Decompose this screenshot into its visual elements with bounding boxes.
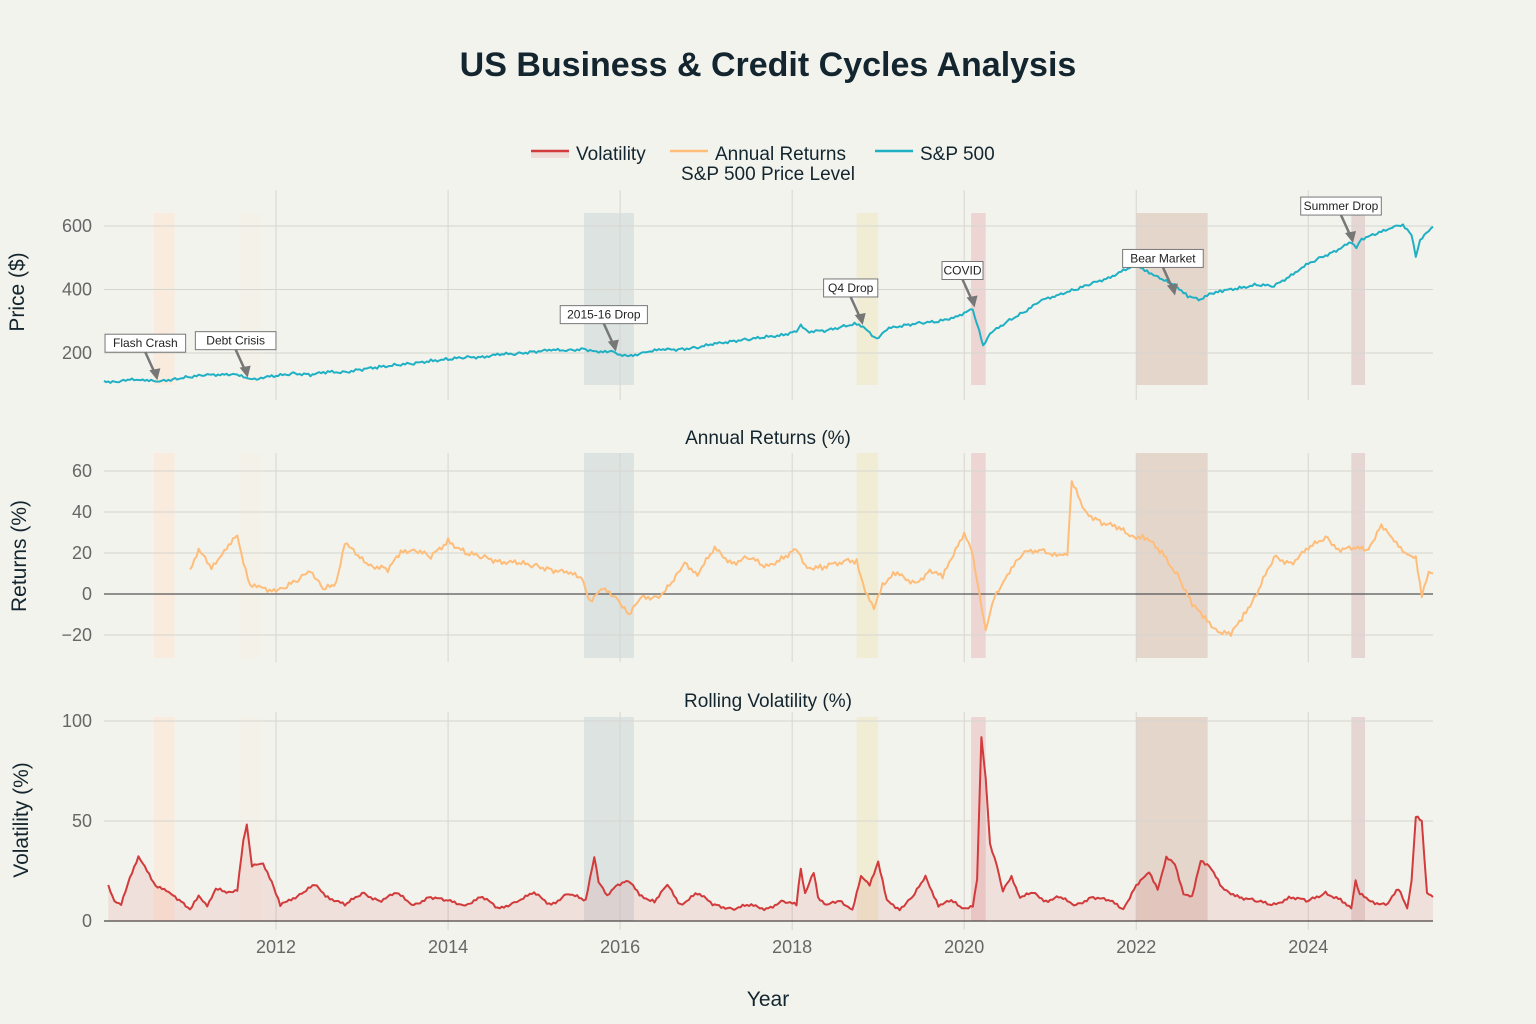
shaded-period-bear-market [1136,453,1208,658]
shaded-period-debt-crisis [239,717,261,921]
legend-swatch-fill-volatility [531,152,569,158]
annotation-arrow-head [1345,231,1357,244]
panel-title-volatility: Rolling Volatility (%) [684,691,852,712]
x-tick-label: 2018 [772,937,812,957]
annotation-label: Summer Drop [1304,199,1379,213]
y-tick-label: 200 [62,343,92,363]
annotation-label: 2015-16 Drop [567,308,641,322]
x-tick-label: 2016 [600,937,640,957]
shaded-period-2015-16-drop [583,213,634,385]
legend: Volatility Annual Returns S&P 500 [531,144,995,165]
annotation-arrow-head [239,365,251,378]
y-tick-label: 0 [82,911,92,931]
y-tick-label: 20 [72,543,92,563]
shaded-period-summer-drop [1351,453,1366,658]
shaded-period-flash-crash [153,717,175,921]
annotation-debt-crisis: Debt Crisis [194,331,277,378]
annotation-arrow-head [149,368,161,381]
shaded-period-bear-market [1136,213,1208,385]
annotation-arrow-head [607,339,619,352]
shaded-period-flash-crash [153,453,175,658]
annotation-label: Bear Market [1130,251,1196,265]
annotation-box [823,278,879,298]
y-tick-label: 50 [72,811,92,831]
annotation-label: Flash Crash [113,336,178,350]
x-tick-label: 2024 [1288,937,1328,957]
annotation-label: COVID [944,264,982,278]
x-tick-label: 2012 [256,937,296,957]
annotation-flash-crash: Flash Crash [104,333,187,381]
legend-item-sp500[interactable]: S&P 500 [875,144,995,165]
x-tick-label: 2020 [944,937,984,957]
annotation-label: Q4 Drop [828,281,874,295]
legend-label-volatility: Volatility [576,144,646,165]
annotation-summer-drop: Summer Drop [1300,196,1382,244]
shaded-period-summer-drop [1351,717,1366,921]
y-axis-label-price: Price ($) [6,252,29,331]
x-tick-label: 2022 [1116,937,1156,957]
shaded-period-bear-market [1136,717,1208,921]
shaded-period-q4-drop [856,453,879,658]
shaded-period-debt-crisis [239,213,261,385]
annotation-q4-drop: Q4 Drop [823,278,879,325]
y-axis-label-volatility: Volatility (%) [10,762,33,878]
panel-title-returns: Annual Returns (%) [685,428,851,449]
annotation-box [559,305,648,325]
annotation-covid: COVID [941,261,984,308]
panel-volatility: 0 50 100 [62,711,1434,931]
y-tick-label: 600 [62,216,92,236]
shaded-period-flash-crash [153,213,175,385]
shaded-period-debt-crisis [239,453,261,658]
shaded-period-2015-16-drop [583,453,634,658]
annotation-2015-16-drop: 2015-16 Drop [559,305,648,352]
panel-title-price: S&P 500 Price Level [681,164,855,185]
volatility-area [108,737,1433,921]
x-tick-label: 2014 [428,937,468,957]
annotation-arrow-head [966,295,978,308]
shaded-period-q4-drop [856,213,879,385]
shaded-period-q4-drop [856,717,879,921]
annotation-arrow-head [854,312,866,325]
shaded-period-2015-16-drop [583,717,634,921]
legend-item-volatility[interactable]: Volatility [531,144,646,165]
series-line-returns [189,480,1434,637]
y-tick-label: 0 [82,584,92,604]
y-tick-label: 60 [72,461,92,481]
y-axis-label-returns: Returns (%) [8,500,31,612]
annotation-label: Debt Crisis [206,334,265,348]
x-axis-label: Year [747,988,789,1011]
legend-item-annual-returns[interactable]: Annual Returns [670,144,846,165]
y-tick-label: 40 [72,502,92,522]
annotation-bear-market: Bear Market [1122,248,1204,296]
y-tick-label: −20 [61,625,92,645]
panel-price: 200 400 600 Flash Crash Debt Crisis 2015-16 D… [62,190,1434,400]
panel-returns: −20 0 20 40 60 [61,453,1434,662]
annotation-arrow-head [1166,283,1178,296]
series-line-volatility [107,736,1434,912]
shaded-period-summer-drop [1351,213,1366,385]
y-tick-label: 400 [62,280,92,300]
y-tick-label: 100 [62,711,92,731]
chart-title: US Business & Credit Cycles Analysis [460,46,1077,84]
legend-label-annual-returns: Annual Returns [715,144,846,165]
legend-label-sp500: S&P 500 [920,144,995,165]
series-line-price [103,223,1434,384]
